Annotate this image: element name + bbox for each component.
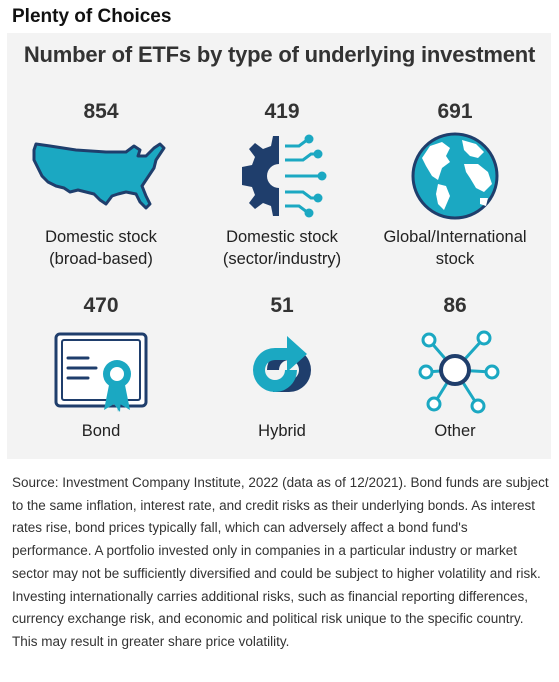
category-bond: 470 Bond — [11, 294, 191, 442]
category-label: Other — [434, 422, 476, 440]
globe-icon — [411, 132, 499, 220]
network-nodes-icon — [418, 330, 500, 414]
category-label-sub: (broad-based) — [49, 250, 153, 268]
category-other: 86 Other — [365, 294, 545, 442]
category-label: Hybrid — [258, 422, 306, 440]
us-map-icon — [32, 142, 166, 210]
etf-count: 691 — [437, 100, 473, 123]
etf-count: 86 — [443, 294, 467, 317]
infographic-title: Number of ETFs by type of underlying inv… — [23, 42, 536, 67]
category-label: Bond — [81, 422, 121, 440]
hybrid-arrows-icon — [253, 336, 311, 392]
category-label-sub: stock — [435, 250, 475, 268]
source-disclaimer: Source: Investment Company Institute, 20… — [12, 475, 549, 649]
etf-count: 419 — [264, 100, 300, 123]
category-label: Global/International — [383, 228, 527, 246]
category-domestic-broad: 854 Domestic stock (broad-based) — [11, 100, 191, 270]
category-label-sub: (sector/industry) — [222, 250, 342, 268]
category-global-international: 691 Global/International stock — [365, 100, 545, 270]
category-hybrid: 51 Hybrid — [192, 294, 372, 442]
section-heading: Plenty of Choices — [12, 6, 172, 27]
category-label: Domestic stock — [45, 228, 157, 246]
etf-count: 470 — [83, 294, 119, 317]
category-domestic-sector: 419 Domestic stock (sector/industry) — [192, 100, 372, 270]
etf-count: 854 — [83, 100, 119, 123]
certificate-icon — [54, 332, 148, 412]
etf-count: 51 — [270, 294, 294, 317]
category-label: Domestic stock — [226, 228, 338, 246]
gear-circuit-icon — [242, 134, 327, 218]
